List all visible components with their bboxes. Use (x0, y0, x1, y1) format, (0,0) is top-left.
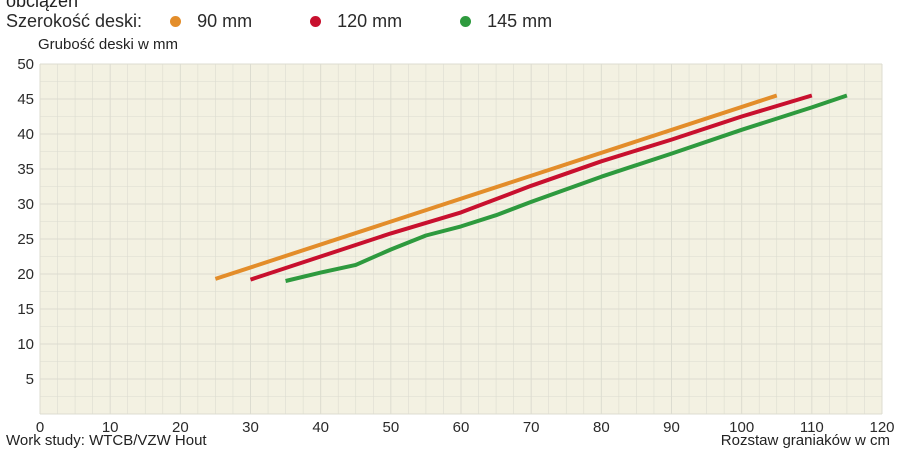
y-tick-label: 10 (17, 336, 34, 353)
legend-item-90mm: 90 mm (170, 11, 252, 32)
legend: Szerokość deski: 90 mm 120 mm 145 mm (6, 8, 610, 34)
grid (39, 63, 883, 415)
y-axis-label: Grubość deski w mm (38, 36, 179, 53)
x-tick-label: 30 (242, 419, 259, 436)
y-axis-ticks: 5 10 15 20 25 30 35 40 45 50 (17, 56, 34, 388)
y-tick-label: 30 (17, 196, 34, 213)
x-tick-label: 90 (663, 419, 680, 436)
series-line-145mm (285, 93, 848, 283)
y-tick-label: 40 (17, 126, 34, 143)
y-tick-label: 25 (17, 231, 34, 248)
x-tick-label: 70 (523, 419, 540, 436)
x-axis-label: Rozstaw graniaków w cm (720, 432, 890, 449)
series-lines (214, 93, 848, 283)
legend-item-120mm: 120 mm (310, 11, 402, 32)
x-tick-label: 110 (800, 419, 824, 436)
x-axis-ticks: 0 10 20 30 40 50 60 70 80 90 100 110 120 (36, 419, 895, 436)
x-tick-label: 80 (593, 419, 610, 436)
x-tick-label: 100 (729, 419, 754, 436)
legend-dot-120mm (310, 15, 322, 27)
x-tick-label: 50 (382, 419, 399, 436)
y-tick-label: 5 (26, 371, 34, 388)
source-note: Work study: WTCB/VZW Hout (6, 432, 207, 449)
legend-label-90mm: 90 mm (197, 10, 253, 31)
x-tick-label: 10 (102, 419, 119, 436)
x-tick-label: 0 (36, 419, 44, 436)
x-tick-label: 40 (312, 419, 329, 436)
legend-dot-90mm (170, 15, 182, 27)
cut-off-heading: obciążeń (6, 0, 79, 11)
y-tick-label: 45 (17, 91, 34, 108)
legend-label-145mm: 145 mm (487, 10, 553, 31)
y-tick-label: 50 (17, 56, 34, 73)
y-tick-label: 20 (17, 266, 34, 283)
x-tick-label: 120 (869, 419, 894, 436)
y-tick-label: 15 (17, 301, 34, 318)
x-tick-label: 60 (453, 419, 470, 436)
legend-title: Szerokość deski: (6, 10, 143, 31)
x-tick-label: 20 (172, 419, 189, 436)
legend-dot-145mm (460, 15, 472, 27)
legend-label-120mm: 120 mm (337, 10, 403, 31)
legend-item-145mm: 145 mm (460, 11, 552, 32)
series-line-120mm (249, 93, 813, 282)
series-line-90mm (214, 93, 778, 281)
y-tick-label: 35 (17, 161, 34, 178)
